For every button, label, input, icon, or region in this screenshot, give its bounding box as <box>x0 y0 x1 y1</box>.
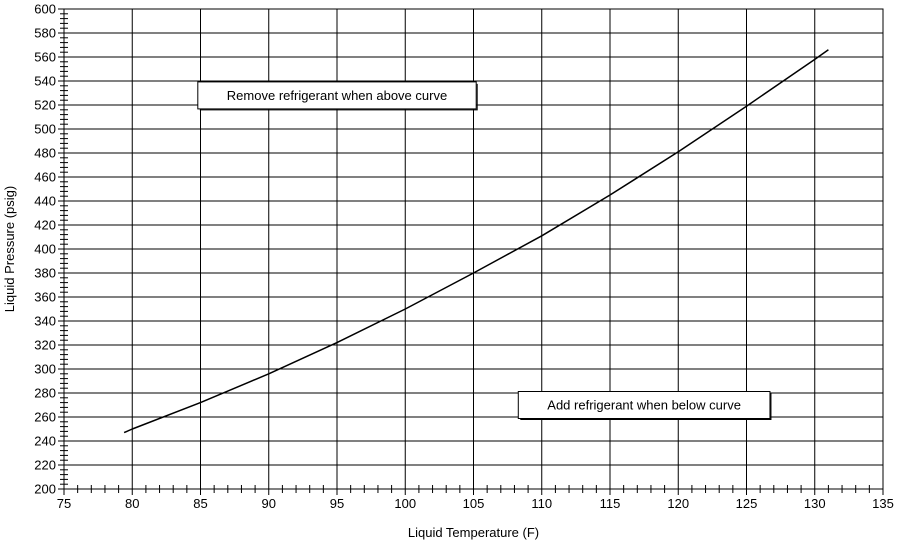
x-axis-title: Liquid Temperature (F) <box>408 525 539 540</box>
x-tick-label: 115 <box>600 496 621 511</box>
x-tick-label: 125 <box>736 496 758 511</box>
y-tick-label: 240 <box>34 434 56 449</box>
annotation-box <box>517 391 771 419</box>
annotation-remove-refrigerant: Remove refrigerant when above curve <box>197 81 478 111</box>
y-tick-label: 520 <box>34 98 56 113</box>
x-tick-label: 135 <box>872 496 894 511</box>
y-tick-label: 380 <box>34 266 56 281</box>
y-tick-label: 300 <box>34 362 56 377</box>
y-tick-label: 560 <box>34 50 56 65</box>
y-tick-label: 540 <box>34 74 56 89</box>
tick-labels: 75 80 85 90 95 100 105 110 115 120 125 130 135 200 220… <box>34 2 894 512</box>
x-tick-label: 130 <box>804 496 826 511</box>
pressure-curve <box>123 49 829 434</box>
y-tick-label: 320 <box>34 338 56 353</box>
y-tick-label: 360 <box>34 290 56 305</box>
x-tick-label: 80 <box>125 496 139 511</box>
series <box>123 49 829 434</box>
y-tick-label: 220 <box>34 458 56 473</box>
x-tick-label: 90 <box>262 496 276 511</box>
annotation-box <box>197 81 477 110</box>
annotation-text: Add refrigerant when below curve <box>547 398 741 413</box>
y-tick-label: 500 <box>34 122 56 137</box>
x-tick-label: 105 <box>463 496 485 511</box>
annotation-box-shadow <box>199 83 478 111</box>
y-tick-label: 440 <box>34 194 56 209</box>
y-tick-label: 260 <box>34 410 56 425</box>
x-tick-label: 95 <box>330 496 344 511</box>
x-tick-label: 120 <box>667 496 689 511</box>
y-tick-label: 420 <box>34 218 56 233</box>
y-tick-label: 340 <box>34 314 56 329</box>
x-tick-label: 110 <box>531 496 552 511</box>
y-tick-label: 460 <box>34 170 56 185</box>
x-tick-label: 75 <box>57 496 71 511</box>
annotation-text: Remove refrigerant when above curve <box>227 88 447 103</box>
y-tick-label: 480 <box>34 146 56 161</box>
y-tick-label: 280 <box>34 386 56 401</box>
y-tick-label: 600 <box>34 2 56 17</box>
y-tick-label: 580 <box>34 26 56 41</box>
y-tick-label: 200 <box>34 482 56 497</box>
x-tick-label: 100 <box>394 496 416 511</box>
annotation-add-refrigerant: Add refrigerant when below curve <box>517 391 772 420</box>
y-tick-label: 400 <box>34 242 56 257</box>
annotation-box-shadow <box>520 393 772 420</box>
x-tick-label: 85 <box>193 496 207 511</box>
plot-frame <box>63 8 884 490</box>
annotations: Remove refrigerant when above curve Add r… <box>197 81 772 420</box>
y-axis-title: Liquid Pressure (psig) <box>2 186 17 312</box>
